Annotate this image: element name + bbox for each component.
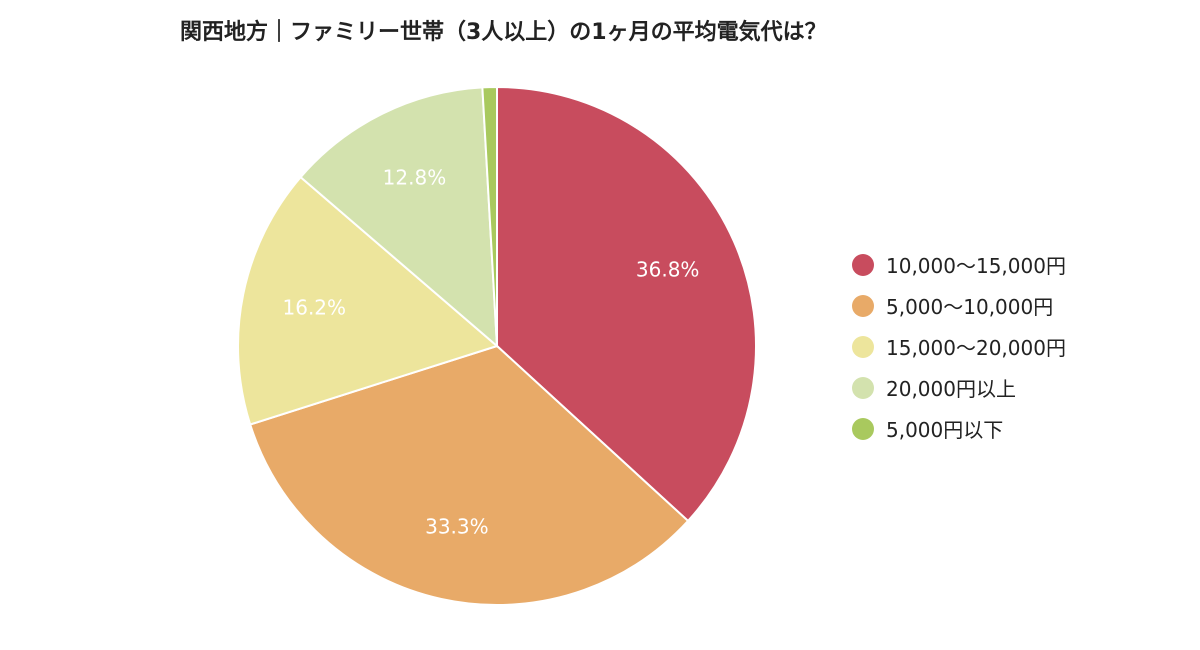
- legend-item: 10,000〜15,000円: [852, 244, 1066, 285]
- legend-label: 5,000〜10,000円: [886, 295, 1054, 319]
- slice-label: 12.8%: [383, 165, 447, 189]
- legend-item: 5,000〜10,000円: [852, 285, 1066, 326]
- legend-label: 5,000円以下: [886, 418, 1004, 442]
- legend-label: 15,000〜20,000円: [886, 336, 1066, 360]
- legend-swatch: [852, 294, 874, 317]
- pie-slice: [299, 86, 499, 349]
- legend: 10,000〜15,000円 5,000〜10,000円 15,000〜20,0…: [852, 244, 1066, 449]
- pie-slice: [237, 175, 500, 426]
- legend-item: 5,000円以下: [852, 408, 1066, 449]
- chart-title: 関西地方｜ファミリー世帯（3人以上）の1ヶ月の平均電気代は？: [180, 20, 827, 45]
- legend-label: 20,000円以上: [886, 377, 1016, 401]
- legend-swatch: [852, 417, 874, 440]
- legend-label: 10,000〜15,000円: [886, 254, 1066, 278]
- legend-swatch: [852, 253, 874, 276]
- pie-slice: [496, 85, 757, 523]
- pie-slice: [248, 344, 690, 606]
- slice-label: 16.2%: [283, 295, 347, 319]
- legend-swatch: [852, 335, 874, 358]
- slice-label: 36.8%: [636, 257, 700, 281]
- legend-item: 20,000円以上: [852, 367, 1066, 408]
- pie-slice: [481, 85, 498, 347]
- legend-item: 15,000〜20,000円: [852, 326, 1066, 367]
- legend-swatch: [852, 376, 874, 399]
- slice-label: 33.3%: [425, 515, 489, 539]
